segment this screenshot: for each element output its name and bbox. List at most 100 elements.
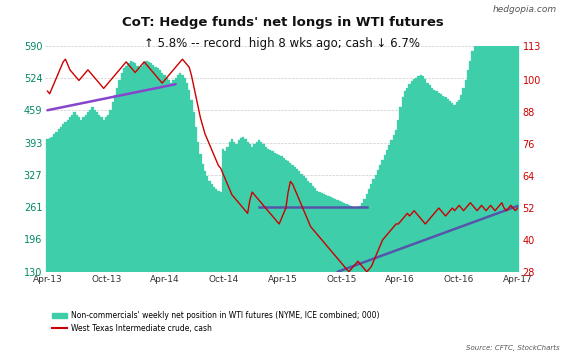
Bar <box>69 117 71 272</box>
Bar <box>271 151 273 272</box>
Bar <box>494 7 496 272</box>
Bar <box>447 99 449 272</box>
Bar <box>332 198 334 272</box>
Bar <box>278 155 280 272</box>
Bar <box>163 75 166 272</box>
Bar <box>377 170 379 272</box>
Bar <box>366 194 368 272</box>
Bar <box>237 140 240 272</box>
Bar <box>334 199 337 272</box>
Bar <box>298 171 301 272</box>
Bar <box>118 80 120 272</box>
Bar <box>307 181 310 272</box>
Bar <box>94 110 96 272</box>
Bar <box>170 83 172 272</box>
Bar <box>386 150 388 272</box>
Bar <box>111 102 114 272</box>
Bar <box>260 142 262 272</box>
Bar <box>211 184 213 272</box>
Bar <box>258 140 260 272</box>
Bar <box>251 146 253 272</box>
Bar <box>458 100 460 272</box>
Bar <box>381 160 384 272</box>
Bar <box>55 132 58 272</box>
Bar <box>345 204 347 272</box>
Bar <box>312 186 314 272</box>
Bar <box>361 203 363 272</box>
Bar <box>123 68 125 272</box>
Bar <box>370 184 372 272</box>
Bar <box>415 78 418 272</box>
Bar <box>159 71 161 272</box>
Bar <box>73 112 76 272</box>
Bar <box>384 155 386 272</box>
Bar <box>71 115 73 272</box>
Bar <box>172 80 175 272</box>
Bar <box>341 202 343 272</box>
Bar <box>363 199 366 272</box>
Bar <box>240 138 242 272</box>
Bar <box>449 101 451 272</box>
Bar <box>154 66 157 272</box>
Bar <box>161 73 163 272</box>
Bar <box>316 191 319 272</box>
Bar <box>303 176 305 272</box>
Bar <box>505 2 507 272</box>
Text: hedgopia.com: hedgopia.com <box>493 5 557 14</box>
Bar <box>424 79 427 272</box>
Bar <box>138 68 141 272</box>
Bar <box>413 79 415 272</box>
Bar <box>319 192 321 272</box>
Bar <box>213 187 215 272</box>
Bar <box>422 76 424 272</box>
Bar <box>429 85 431 272</box>
Bar <box>204 171 206 272</box>
Bar <box>483 19 485 272</box>
Bar <box>150 63 152 272</box>
Bar <box>456 102 458 272</box>
Bar <box>58 130 60 272</box>
Bar <box>262 144 264 272</box>
Bar <box>120 73 123 272</box>
Bar <box>143 63 145 272</box>
Bar <box>294 167 296 272</box>
Bar <box>451 103 454 272</box>
Bar <box>375 175 377 272</box>
Bar <box>147 62 150 272</box>
Bar <box>107 115 109 272</box>
Bar <box>179 73 181 272</box>
Bar <box>427 83 429 272</box>
Bar <box>337 200 339 272</box>
Bar <box>503 3 505 272</box>
Bar <box>208 181 211 272</box>
Bar <box>114 95 116 272</box>
Bar <box>296 169 298 272</box>
Bar <box>418 76 420 272</box>
Title: CoT: Hedge funds' net longs in WTI futures: CoT: Hedge funds' net longs in WTI futur… <box>121 17 444 29</box>
Bar <box>233 142 235 272</box>
Bar <box>406 88 408 272</box>
Bar <box>507 0 510 272</box>
Bar <box>478 29 480 272</box>
Bar <box>136 66 138 272</box>
Bar <box>280 156 282 272</box>
Bar <box>467 71 469 272</box>
Bar <box>220 192 222 272</box>
Bar <box>393 135 395 272</box>
Bar <box>339 201 341 272</box>
Bar <box>125 66 127 272</box>
Bar <box>516 0 519 272</box>
Bar <box>231 139 233 272</box>
Bar <box>282 158 285 272</box>
Bar <box>357 207 359 272</box>
Bar <box>98 115 101 272</box>
Bar <box>438 92 440 272</box>
Bar <box>235 144 237 272</box>
Bar <box>305 179 307 272</box>
Bar <box>78 117 80 272</box>
Bar <box>492 8 494 272</box>
Bar <box>314 188 316 272</box>
Bar <box>80 120 82 272</box>
Text: ↑ 5.8% -- record  high 8 wks ago; cash ↓ 6.7%: ↑ 5.8% -- record high 8 wks ago; cash ↓ … <box>145 37 420 50</box>
Bar <box>244 139 246 272</box>
